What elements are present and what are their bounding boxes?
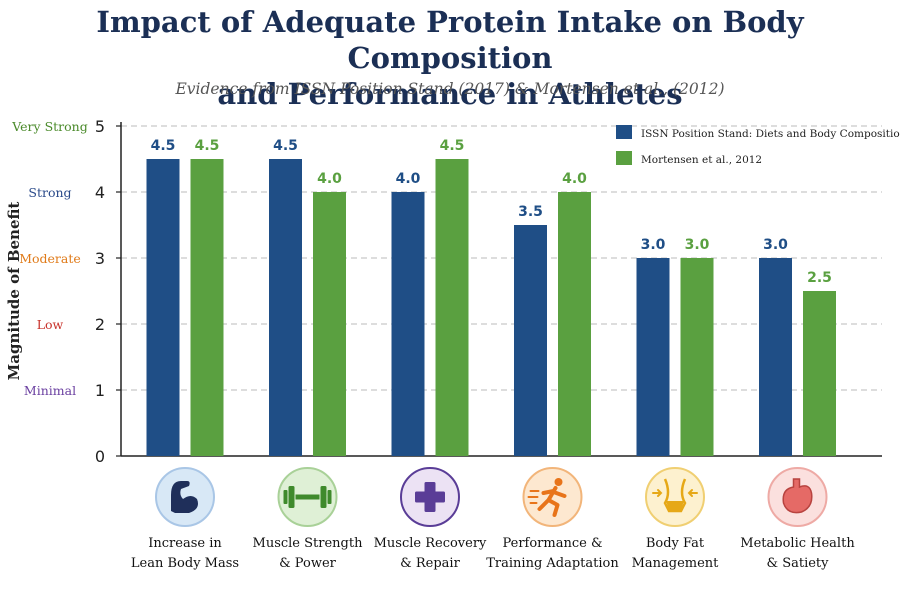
y-descriptor-label: Very Strong	[11, 119, 87, 134]
arm-shape	[171, 481, 198, 513]
dumbbell-icon	[277, 467, 338, 527]
category-label: & Repair	[400, 556, 460, 571]
bar-value-label: 3.5	[518, 204, 543, 220]
waist-shorts	[666, 501, 684, 510]
category-label: Increase in	[148, 536, 222, 551]
bar	[680, 258, 714, 456]
bar-value-label: 4.5	[151, 138, 176, 154]
category-label: & Satiety	[766, 556, 829, 571]
bar	[435, 159, 469, 456]
speed-lines	[527, 490, 540, 504]
y-descriptor-label: Low	[37, 317, 64, 332]
y-axis-title: Magnitude of Benefit	[5, 202, 23, 381]
dumbbell-plate	[288, 486, 295, 508]
bar-value-label: 3.0	[685, 237, 710, 253]
bar	[313, 192, 346, 456]
stomach-icon	[767, 467, 828, 527]
icon-badge	[645, 467, 705, 527]
category-label: Lean Body Mass	[131, 556, 239, 571]
category-label: Management	[632, 556, 720, 571]
bar	[269, 159, 302, 456]
medical-cross-icon	[400, 467, 460, 527]
bar-value-label: 4.5	[440, 138, 465, 154]
y-tick-label: 3	[95, 249, 105, 268]
legend-swatch	[616, 151, 632, 165]
chart-title-line-1: Impact of Adequate Protein Intake on Bod…	[96, 5, 804, 75]
stomach-shape	[782, 478, 813, 514]
bar	[146, 159, 180, 456]
flexed-arm-icon	[155, 467, 215, 527]
legend-label: ISSN Position Stand: Diets and Body Comp…	[641, 128, 900, 140]
bar-value-label: 3.0	[641, 237, 666, 253]
bar	[759, 258, 792, 456]
y-descriptor-label: Strong	[28, 185, 71, 200]
legend-swatch	[616, 125, 632, 139]
category-label: & Power	[279, 556, 337, 571]
dumbbell-plate	[320, 486, 327, 508]
runner-body	[537, 486, 567, 517]
category-label: Muscle Recovery	[374, 536, 487, 551]
bar-value-label: 4.0	[317, 171, 342, 187]
dumbbell-plate	[283, 490, 288, 504]
bar-value-label: 3.0	[763, 237, 788, 253]
chart-title: Impact of Adequate Protein Intake on Bod…	[0, 4, 900, 112]
category-label: Performance &	[502, 536, 602, 551]
legend: ISSN Position Stand: Diets and Body Comp…	[616, 125, 900, 166]
category-label: Body Fat	[646, 536, 705, 551]
legend-label: Mortensen et al., 2012	[641, 154, 762, 166]
bar	[803, 291, 836, 456]
category-label: Training Adaptation	[486, 556, 619, 571]
dumbbell-plate	[327, 490, 332, 504]
chart-title-line-2: and Performance in Athletes	[217, 77, 683, 111]
bar	[636, 258, 670, 456]
bar-value-label: 4.0	[562, 171, 587, 187]
cross-horizontal	[415, 491, 445, 503]
y-tick-label: 4	[95, 183, 105, 202]
runner-icon	[522, 467, 583, 527]
y-descriptor-label: Moderate	[19, 251, 81, 266]
dumbbell-bar	[295, 494, 320, 500]
bar	[514, 225, 547, 456]
y-tick-label: 0	[95, 447, 105, 466]
category-label: Muscle Strength	[253, 536, 364, 551]
waist-outline	[663, 478, 687, 513]
bar	[558, 192, 591, 456]
chart-subtitle: Evidence from ISSN Position Stand (2017)…	[175, 80, 725, 98]
category-label: Metabolic Health	[740, 536, 855, 551]
icon-badge	[155, 467, 215, 527]
bar-value-label: 4.5	[195, 138, 220, 154]
waist-icon	[645, 467, 705, 527]
runner-head	[554, 478, 563, 486]
bar-value-label: 4.0	[396, 171, 421, 187]
waist-arrows	[652, 489, 698, 497]
y-tick-label: 5	[95, 117, 105, 136]
bar-value-label: 4.5	[273, 138, 298, 154]
y-tick-label: 1	[95, 381, 105, 400]
y-tick-label: 2	[95, 315, 105, 334]
bar	[190, 159, 224, 456]
bar	[391, 192, 425, 456]
bar-value-label: 2.5	[807, 270, 832, 286]
y-descriptor-label: Minimal	[24, 383, 76, 398]
